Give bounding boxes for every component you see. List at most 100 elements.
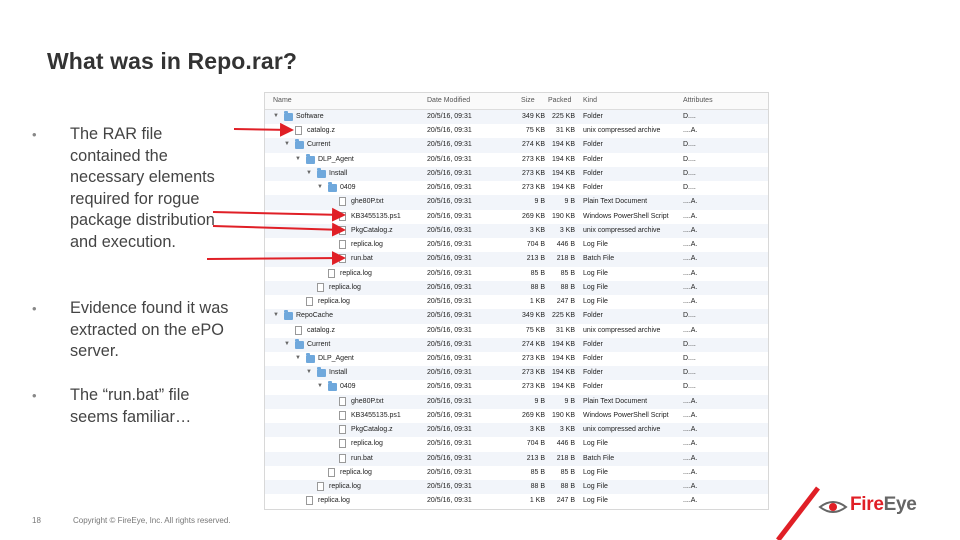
file-size: 269 KB [522, 411, 545, 419]
packed-size: 218 B [556, 454, 575, 462]
table-row[interactable]: replica.log 20/5/16, 09:31 704 B 446 B Log F… [265, 437, 768, 451]
file-attributes: D.... [683, 383, 696, 391]
packed-size: 194 KB [552, 141, 575, 149]
column-header-attributes[interactable]: Attributes [683, 97, 713, 104]
table-row[interactable]: replica.log 20/5/16, 09:31 704 B 446 B Log F… [265, 238, 768, 252]
file-name: replica.log [329, 283, 361, 291]
file-kind: Folder [583, 141, 603, 149]
file-name: replica.log [351, 440, 383, 448]
disclosure-triangle-icon[interactable]: ▼ [284, 340, 290, 347]
table-row[interactable]: ▼ Install 20/5/16, 09:31 273 KB 194 KB Folder… [265, 366, 768, 381]
file-kind: Folder [583, 369, 603, 377]
date-modified: 20/5/16, 09:31 [427, 369, 472, 377]
date-modified: 20/5/16, 09:31 [427, 497, 472, 505]
eye-icon [818, 501, 848, 513]
file-attributes: ....A. [683, 212, 698, 220]
disclosure-triangle-icon[interactable]: ▼ [273, 113, 279, 119]
file-size: 3 KB [529, 426, 545, 434]
table-row[interactable]: run.bat 20/5/16, 09:31 213 B 218 B Batch Fil… [265, 252, 768, 267]
file-size: 75 KB [525, 326, 545, 334]
table-row[interactable]: ▼ DLP_Agent 20/5/16, 09:31 273 KB 194 KB Fold… [265, 153, 768, 167]
date-modified: 20/5/16, 09:31 [427, 440, 472, 448]
table-row[interactable]: KB3455135.ps1 20/5/16, 09:31 269 KB 190 KB W… [265, 210, 768, 224]
fireeye-logo: FireEye [818, 491, 922, 521]
file-icon [328, 268, 335, 278]
column-header-date[interactable]: Date Modified [427, 97, 471, 104]
disclosure-triangle-icon[interactable]: ▼ [317, 383, 323, 390]
table-row[interactable]: ▼ DLP_Agent 20/5/16, 09:31 273 KB 194 KB Fold… [265, 352, 768, 366]
file-attributes: D.... [683, 141, 696, 149]
column-header-kind[interactable]: Kind [583, 97, 598, 104]
table-row[interactable]: ▼ Current 20/5/16, 09:31 274 KB 194 KB Folder… [265, 138, 768, 153]
table-row[interactable]: ▼ 0409 20/5/16, 09:31 273 KB 194 KB Folder D..… [265, 380, 768, 394]
table-row[interactable]: ▼ RepoCache 20/5/16, 09:31 349 KB 225 KB Fold… [265, 309, 768, 324]
file-kind: Log File [583, 483, 608, 491]
date-modified: 20/5/16, 09:31 [427, 141, 472, 149]
file-size: 88 B [530, 483, 545, 491]
file-attributes: ....A. [683, 198, 698, 206]
packed-size: 9 B [564, 397, 575, 405]
date-modified: 20/5/16, 09:31 [427, 169, 472, 177]
table-row[interactable]: replica.log 20/5/16, 09:31 1 KB 247 B Log Fi… [265, 494, 768, 508]
table-row[interactable]: replica.log 20/5/16, 09:31 88 B 88 B Log Fil… [265, 280, 768, 296]
table-row[interactable]: ▼ Software 20/5/16, 09:31 349 KB 225 KB Folde… [265, 110, 768, 125]
file-size: 349 KB [522, 113, 545, 120]
disclosure-triangle-icon[interactable]: ▼ [317, 184, 323, 191]
table-row[interactable]: PkgCatalog.z 20/5/16, 09:31 3 KB 3 KB unix c… [265, 223, 768, 239]
date-modified: 20/5/16, 09:31 [427, 397, 472, 405]
table-row[interactable]: replica.log 20/5/16, 09:31 85 B 85 B Log Fil… [265, 466, 768, 480]
table-row[interactable]: ▼ 0409 20/5/16, 09:31 273 KB 194 KB Folder D..… [265, 181, 768, 195]
table-row[interactable]: ▼ Install 20/5/16, 09:31 273 KB 194 KB Folder… [265, 166, 768, 182]
table-row[interactable]: catalog.z 20/5/16, 09:31 75 KB 31 KB unix co… [265, 324, 768, 338]
table-row[interactable]: PkgCatalog.z 20/5/16, 09:31 3 KB 3 KB unix c… [265, 423, 768, 438]
packed-size: 194 KB [552, 369, 575, 377]
table-row[interactable]: replica.log 20/5/16, 09:31 1 KB 247 B Log Fi… [265, 295, 768, 309]
file-attributes: D.... [683, 340, 696, 348]
folder-icon [328, 381, 337, 392]
column-header-name[interactable]: Name [273, 97, 292, 104]
packed-size: 31 KB [555, 127, 575, 135]
folder-icon [284, 310, 293, 321]
folder-icon [306, 352, 315, 363]
file-kind: Plain Text Document [583, 397, 648, 405]
disclosure-triangle-icon[interactable]: ▼ [306, 169, 312, 176]
file-icon [339, 453, 346, 463]
file-size: 704 B [526, 440, 545, 448]
disclosure-triangle-icon[interactable]: ▼ [306, 369, 312, 376]
bullet-item: • Evidence found it was extracted on the… [32, 298, 232, 363]
packed-size: 194 KB [552, 169, 575, 177]
table-row[interactable]: KB3455135.ps1 20/5/16, 09:31 269 KB 190 KB W… [265, 409, 768, 423]
file-icon [339, 211, 346, 221]
packed-size: 190 KB [552, 212, 575, 220]
file-name: KB3455135.ps1 [351, 212, 401, 220]
file-name: run.bat [351, 454, 373, 462]
disclosure-triangle-icon[interactable]: ▼ [295, 354, 301, 361]
table-row[interactable]: ghe80P.txt 20/5/16, 09:31 9 B 9 B Plain Text… [265, 195, 768, 210]
file-name: catalog.z [307, 326, 336, 334]
date-modified: 20/5/16, 09:31 [427, 113, 472, 120]
file-attributes: ....A. [683, 241, 698, 249]
file-name: 0409 [340, 184, 356, 192]
disclosure-triangle-icon[interactable]: ▼ [273, 312, 279, 319]
column-header-size[interactable]: Size [521, 97, 535, 104]
file-size: 213 B [526, 255, 545, 263]
table-row[interactable]: ghe80P.txt 20/5/16, 09:31 9 B 9 B Plain Text… [265, 394, 768, 409]
file-attributes: ....A. [683, 298, 698, 306]
column-header-packed[interactable]: Packed [548, 97, 572, 104]
table-row[interactable]: run.bat 20/5/16, 09:31 213 B 218 B Batch Fil… [265, 451, 768, 466]
folder-icon [306, 153, 315, 164]
file-name: ghe80P.txt [351, 397, 384, 405]
date-modified: 20/5/16, 09:31 [427, 354, 472, 362]
table-row[interactable]: replica.log 20/5/16, 09:31 88 B 88 B Log Fil… [265, 480, 768, 495]
disclosure-triangle-icon[interactable]: ▼ [284, 141, 290, 148]
file-name: Software [296, 113, 324, 120]
file-kind: Windows PowerShell Script [583, 411, 669, 419]
file-attributes: D.... [683, 113, 696, 120]
table-row[interactable]: ▼ Current 20/5/16, 09:31 274 KB 194 KB Folder… [265, 337, 768, 352]
disclosure-triangle-icon[interactable]: ▼ [295, 155, 301, 162]
file-icon [306, 297, 313, 307]
table-row[interactable]: catalog.z 20/5/16, 09:31 75 KB 31 KB unix co… [265, 124, 768, 138]
file-size: 273 KB [522, 383, 545, 391]
table-row[interactable]: replica.log 20/5/16, 09:31 85 B 85 B Log Fil… [265, 267, 768, 281]
date-modified: 20/5/16, 09:31 [427, 283, 472, 291]
